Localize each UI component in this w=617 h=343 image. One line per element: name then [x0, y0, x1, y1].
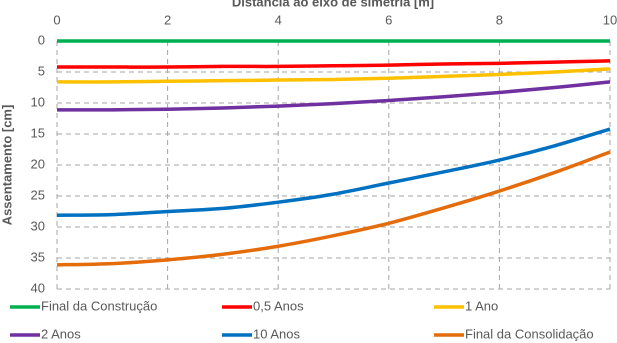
x-tick-label: 4 [275, 12, 282, 27]
chart-title: Distância ao eixo de simetria [m] [232, 0, 434, 9]
y-tick-label: 20 [31, 156, 45, 171]
y-axis-label: Assentamento [cm] [0, 105, 14, 226]
series-line [56, 67, 611, 84]
x-tick-label: 6 [385, 12, 392, 27]
series-line [56, 80, 611, 112]
series-line [56, 59, 611, 69]
y-tick-label: 15 [31, 125, 45, 140]
y-tick-label: 30 [31, 218, 45, 233]
y-tick-label: 5 [38, 63, 45, 78]
y-tick-label: 35 [31, 249, 45, 264]
y-tick-label: 40 [31, 280, 45, 295]
series-line [56, 150, 611, 267]
x-tick-label: 2 [164, 12, 171, 27]
x-tick-label: 8 [496, 12, 503, 27]
legend-label: 1 Ano [465, 298, 498, 313]
y-tick-label: 10 [31, 94, 45, 109]
legend-label: 2 Anos [41, 326, 81, 341]
legend-label: Final da Consolidação [465, 326, 594, 341]
legend-label: 10 Anos [253, 326, 300, 341]
x-tick-label: 0 [53, 12, 60, 27]
x-tick-label: 10 [603, 12, 617, 27]
legend-label: 0,5 Anos [253, 298, 304, 313]
y-tick-label: 25 [31, 187, 45, 202]
y-tick-label: 0 [38, 32, 45, 47]
series-line [56, 127, 611, 217]
legend-label: Final da Construção [41, 298, 157, 313]
